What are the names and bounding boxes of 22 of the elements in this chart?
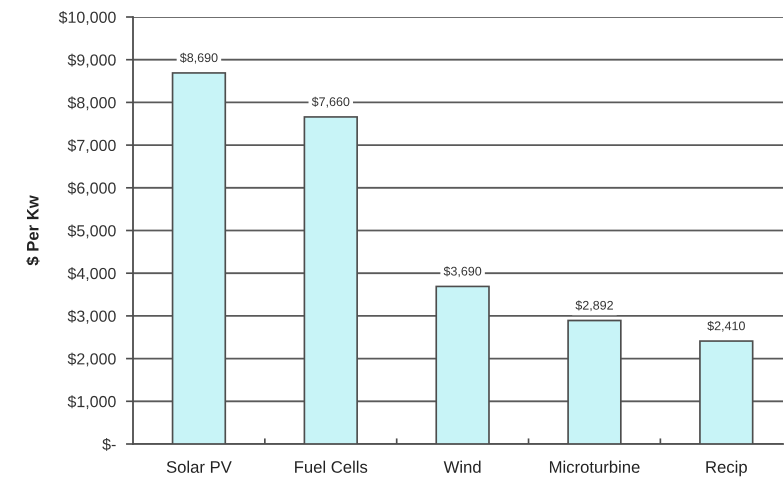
y-tick-label: $10,000 <box>58 10 116 25</box>
x-tick-label: Recip <box>706 460 747 476</box>
y-tick-label: $7,000 <box>68 139 116 153</box>
data-label: $8,690 <box>180 52 218 64</box>
y-tick-label: $6,000 <box>68 182 116 196</box>
y-axis-title: $ Per Kw <box>26 195 40 266</box>
data-label: $7,660 <box>312 96 350 108</box>
data-label: $2,892 <box>575 300 613 312</box>
x-tick-label: Wind <box>444 460 481 473</box>
y-tick-label: $8,000 <box>68 96 116 110</box>
y-tick-label: $9,000 <box>68 54 116 68</box>
y-tick-label: $2,000 <box>68 352 116 366</box>
y-tick-label: $1,000 <box>68 395 116 410</box>
data-label: $2,410 <box>707 320 745 332</box>
data-label: $3,690 <box>444 266 482 278</box>
x-tick-label: Fuel Cells <box>295 460 368 473</box>
y-tick-label: $4,000 <box>68 267 116 282</box>
x-tick-label: Solar PV <box>166 460 232 473</box>
y-tick-label: $3,000 <box>68 310 116 324</box>
x-tick-label: Microturbine <box>550 460 640 473</box>
y-tick-label: $- <box>102 438 116 451</box>
y-tick-label: $5,000 <box>68 224 116 238</box>
